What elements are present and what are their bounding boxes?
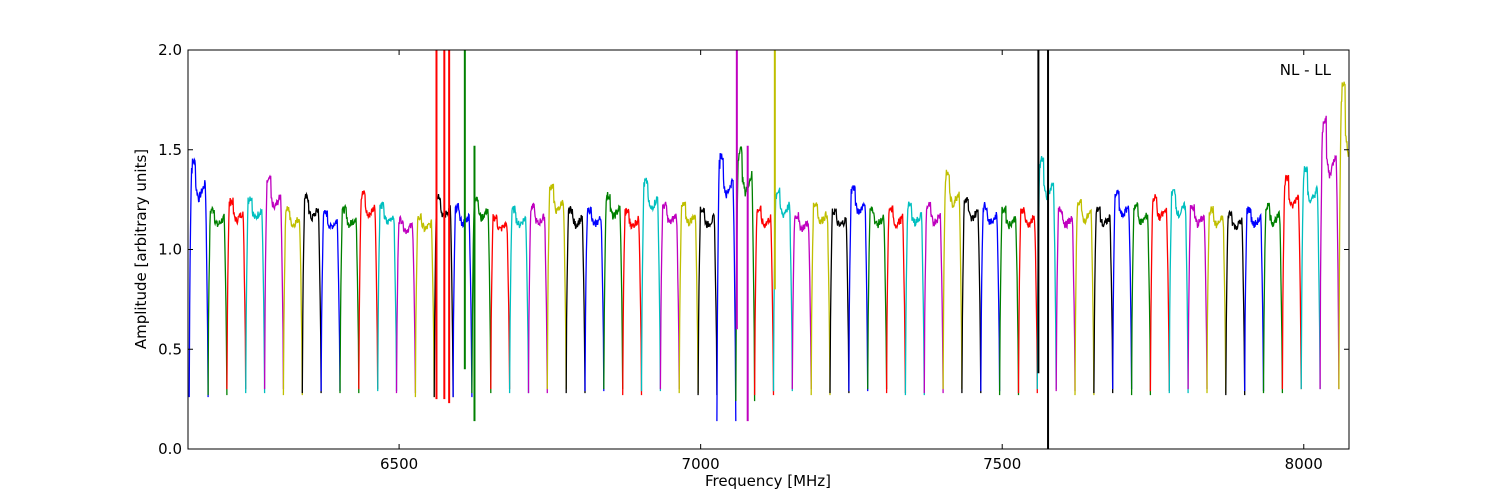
spectral-band-28 (697, 206, 718, 396)
x-tick-label: 7500 (983, 455, 1021, 473)
spectral-band-52 (1149, 194, 1170, 392)
spectral-band-32 (772, 187, 793, 392)
spectral-band-56 (1225, 209, 1246, 396)
spectral-band-17 (490, 214, 511, 390)
y-tick-label: 2.0 (158, 41, 182, 59)
spectral-band-54 (1187, 204, 1208, 390)
spectral-band-36 (848, 185, 869, 392)
spectral-band-23 (603, 192, 624, 390)
spectral-band-29 (716, 153, 737, 422)
spectral-band-22 (584, 206, 605, 392)
spectral-band-45 (1017, 207, 1038, 394)
spectral-band-40 (923, 201, 944, 394)
spectral-band-50 (1112, 189, 1133, 390)
spectral-band-42 (961, 196, 982, 394)
annotation-label: NL - LL (1280, 61, 1332, 79)
spectral-band-9 (339, 203, 360, 394)
spectral-band-38 (885, 205, 907, 394)
spectral-band-51 (1130, 202, 1152, 396)
y-tick-label: 1.0 (158, 241, 182, 259)
spectral-band-15 (452, 202, 473, 398)
spectral-band-49 (1093, 206, 1114, 394)
spectral-band-46 (1036, 156, 1057, 390)
y-tick-label: 0.5 (158, 340, 182, 358)
spectral-band-39 (904, 201, 925, 396)
spectral-band-18 (508, 205, 530, 394)
y-tick-label: 1.5 (158, 141, 182, 159)
spectral-band-41 (942, 169, 963, 390)
spectral-band-19 (527, 202, 548, 394)
spectral-band-33 (791, 212, 812, 390)
spectral-band-26 (659, 201, 680, 390)
spectral-band-35 (829, 207, 850, 394)
spectral-band-2 (207, 205, 228, 396)
spectral-band-10 (358, 190, 379, 390)
spectral-band-59 (1281, 174, 1302, 390)
spectral-band-43 (980, 201, 1001, 392)
spectral-band-6 (282, 206, 303, 396)
y-tick-label: 0.0 (158, 440, 182, 458)
spectral-band-21 (565, 206, 586, 394)
spectral-band-13 (414, 212, 435, 398)
spectral-band-60 (1300, 166, 1321, 390)
y-axis-title: Amplitude [arbitrary units] (132, 149, 150, 349)
x-tick-label: 6500 (380, 455, 418, 473)
spectral-band-8 (320, 209, 341, 392)
spectral-band-55 (1206, 205, 1227, 394)
x-axis-title: Frequency [MHz] (705, 472, 831, 490)
spectral-band-34 (810, 202, 831, 396)
spectral-band-44 (998, 205, 1020, 396)
x-tick-label: 7000 (682, 455, 720, 473)
spectral-band-58 (1262, 202, 1284, 394)
spectral-band-24 (622, 207, 643, 396)
spectral-band-48 (1074, 198, 1095, 396)
spectral-band-11 (377, 201, 398, 392)
spectral-band-57 (1244, 206, 1265, 392)
spectral-band-47 (1055, 206, 1076, 392)
x-tick-label: 8000 (1285, 455, 1323, 473)
y-axis: 0.0 0.5 1.0 1.5 2.0 (158, 41, 1349, 458)
rfi-spike-layer (435, 50, 1050, 449)
x-axis: 6500 7000 7500 8000 (380, 50, 1323, 473)
plot-background (188, 50, 1349, 449)
spectral-band-37 (867, 206, 888, 390)
spectral-band-27 (678, 201, 699, 394)
spectral-band-3 (226, 197, 247, 390)
spectral-band-7 (301, 191, 322, 394)
spectral-band-62 (1338, 81, 1349, 390)
spectral-band-1 (188, 157, 209, 398)
spectral-band-5 (263, 174, 285, 390)
spectral-band-61 (1319, 115, 1340, 390)
spectral-band-31 (753, 205, 775, 396)
spectral-band-25 (640, 177, 662, 392)
spectral-band-12 (395, 214, 417, 394)
spectral-band-30 (735, 145, 756, 402)
spectral-band-53 (1168, 189, 1189, 394)
spectral-band-20 (546, 183, 567, 390)
spectral-band-4 (245, 196, 266, 394)
